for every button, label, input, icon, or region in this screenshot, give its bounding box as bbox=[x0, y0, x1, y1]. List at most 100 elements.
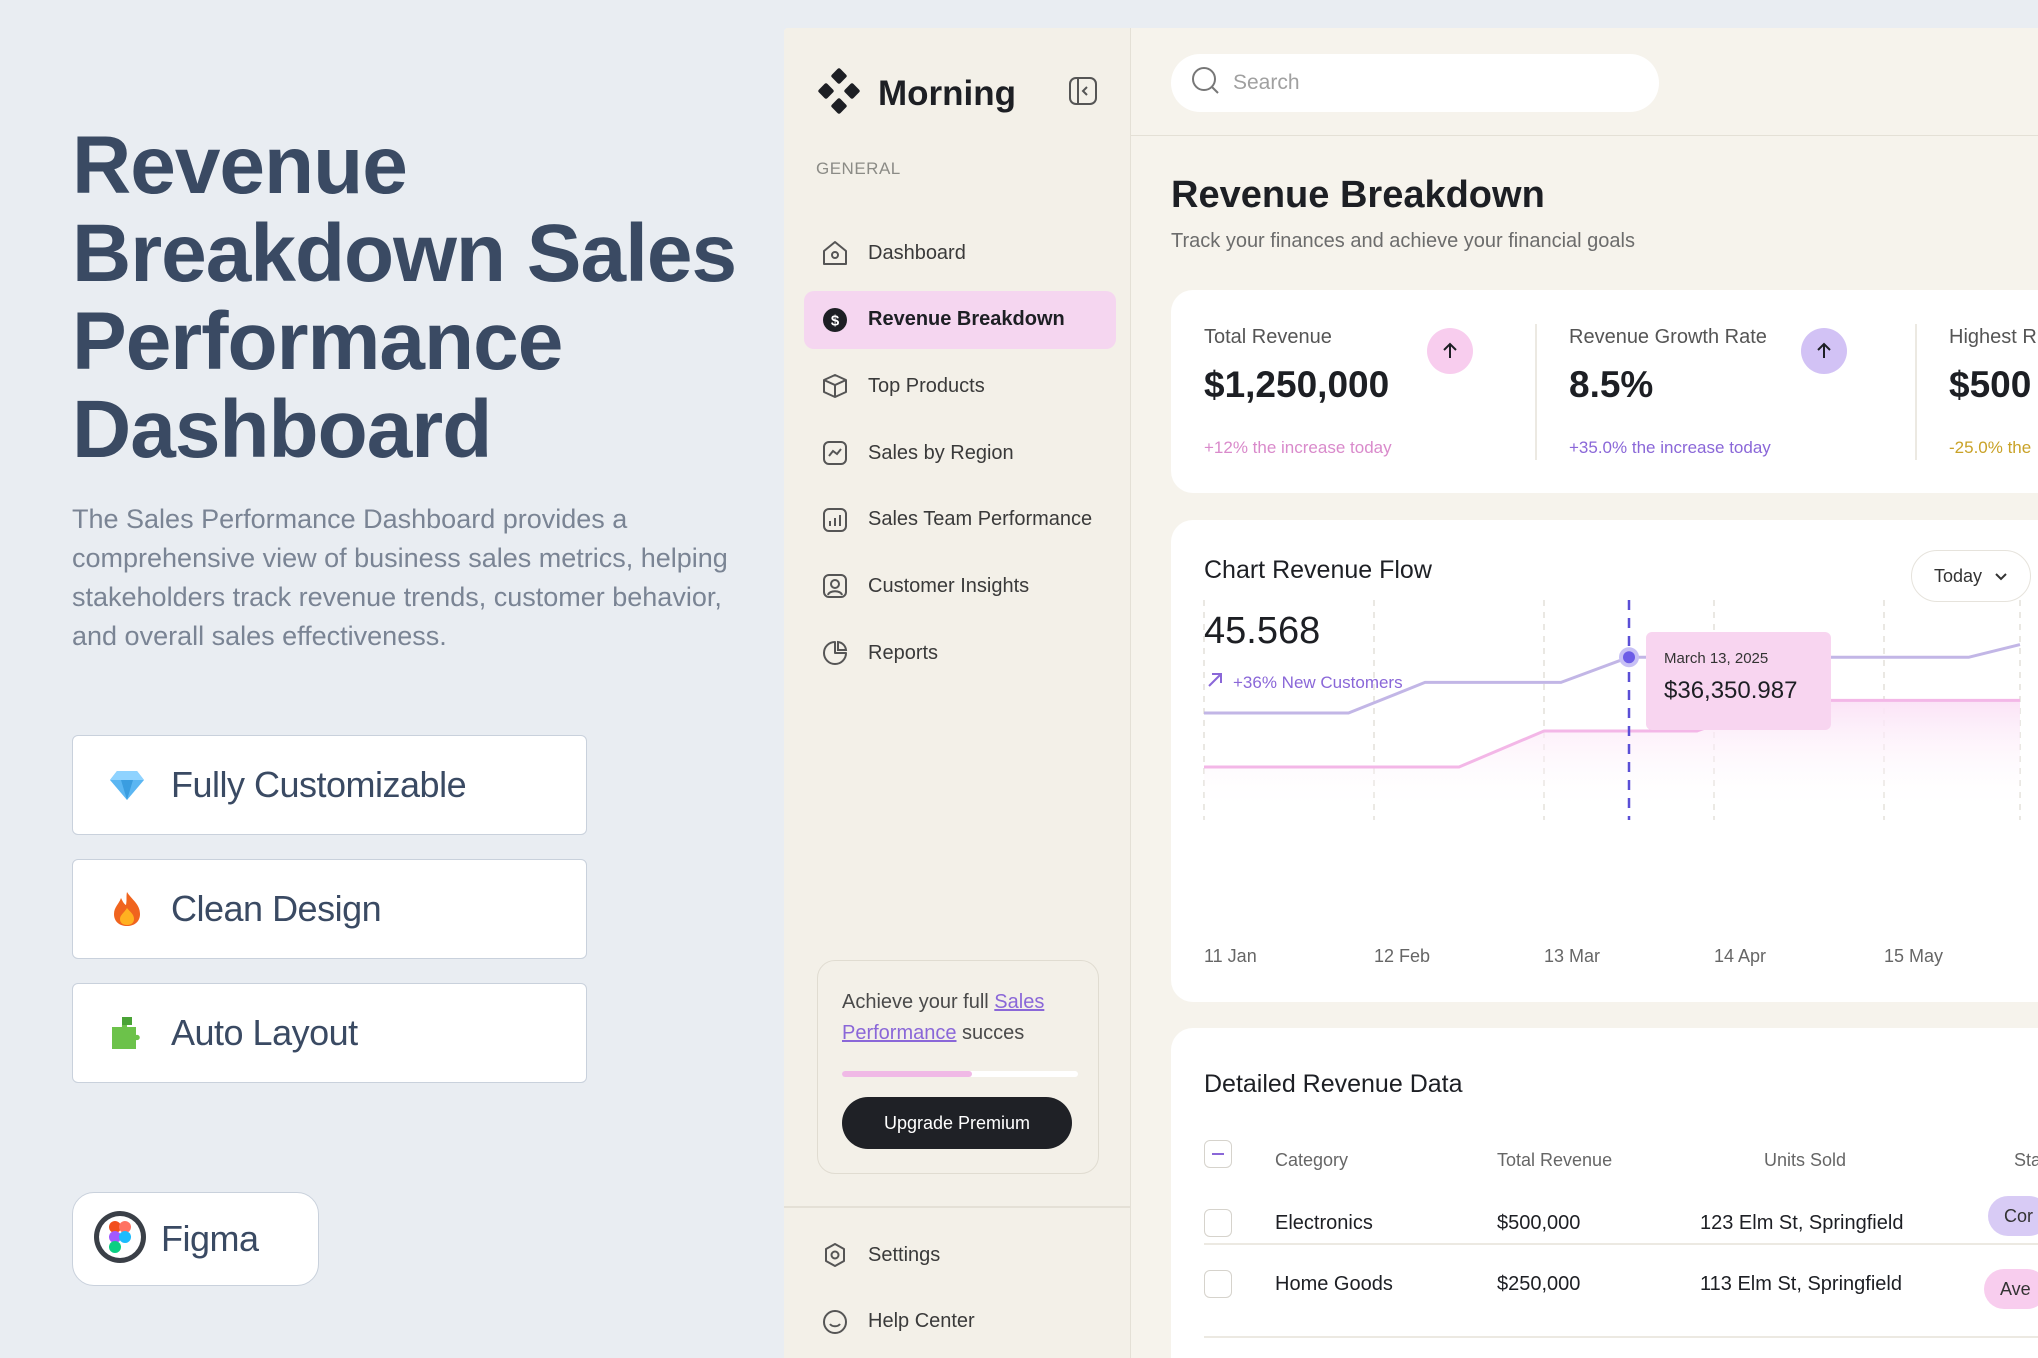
brand-name: Morning bbox=[878, 73, 1017, 113]
arrow-up-icon[interactable] bbox=[1427, 328, 1473, 374]
promo-progress-bar bbox=[842, 1071, 1078, 1077]
search-icon bbox=[1191, 66, 1221, 101]
brand[interactable]: Morning bbox=[816, 68, 1016, 119]
revenue-flow-chart[interactable]: 11 Jan 12 Feb 13 Mar 14 Apr 15 May bbox=[1171, 520, 2038, 1002]
sidebar-item-sales-by-region[interactable]: Sales by Region bbox=[804, 424, 1116, 482]
row-checkbox[interactable] bbox=[1204, 1209, 1232, 1237]
dollar-icon: $ bbox=[820, 305, 850, 335]
cell-units: 123 Elm St, Springfield bbox=[1700, 1212, 1904, 1234]
stat-divider bbox=[1915, 324, 1917, 460]
svg-text:$: $ bbox=[831, 312, 840, 329]
stat-note: -25.0% the bbox=[1949, 438, 2032, 457]
period-dropdown[interactable]: Today bbox=[1911, 550, 2031, 602]
bar-chart-icon bbox=[820, 505, 850, 535]
feature-card-auto-layout: Auto Layout bbox=[72, 983, 587, 1083]
stat-divider bbox=[1535, 324, 1537, 460]
tooltip-date: March 13, 2025 bbox=[1664, 650, 1769, 667]
sidebar-nav: Dashboard $ Revenue Breakdown Top Produc… bbox=[804, 224, 1116, 691]
status-badge: Ave bbox=[1984, 1269, 2038, 1309]
sidebar-item-label: Reports bbox=[868, 641, 939, 664]
sidebar-bottom-nav: Settings Help Center bbox=[804, 1226, 1116, 1358]
page-title: Revenue Breakdown bbox=[1171, 174, 1545, 216]
x-tick-label: 12 Feb bbox=[1374, 946, 1430, 966]
period-dropdown-label: Today bbox=[1933, 565, 1983, 586]
user-icon bbox=[820, 571, 850, 601]
page-subtitle: Track your finances and achieve your fin… bbox=[1171, 230, 1635, 252]
sidebar-item-dashboard[interactable]: Dashboard bbox=[804, 224, 1116, 282]
section-label-general: GENERAL bbox=[816, 159, 901, 178]
sidebar-item-label: Customer Insights bbox=[868, 574, 1030, 597]
column-header-status[interactable]: Sta bbox=[2014, 1150, 2038, 1170]
feature-label: Fully Customizable bbox=[171, 764, 467, 805]
sidebar: Morning GENERAL Dashboard $ Revenue Brea… bbox=[784, 28, 1131, 1358]
x-tick-label: 13 Mar bbox=[1544, 946, 1600, 966]
sidebar-item-customer-insights[interactable]: Customer Insights bbox=[804, 557, 1116, 615]
table-card: Detailed Revenue Data bbox=[1171, 1028, 2038, 1358]
sidebar-item-top-products[interactable]: Top Products bbox=[804, 357, 1116, 415]
trend-icon bbox=[820, 438, 850, 468]
feature-card-customizable: Fully Customizable bbox=[72, 735, 587, 835]
help-icon bbox=[820, 1307, 850, 1337]
stat-value: $500 bbox=[1949, 364, 2032, 405]
chevron-down-icon bbox=[1994, 566, 2008, 587]
sidebar-item-label: Help Center bbox=[868, 1310, 975, 1333]
search-box[interactable] bbox=[1171, 54, 1659, 112]
arrow-up-icon[interactable] bbox=[1801, 328, 1847, 374]
sidebar-item-sales-team-performance[interactable]: Sales Team Performance bbox=[804, 491, 1116, 549]
upgrade-promo-card: Achieve your full Sales Performance succ… bbox=[817, 960, 1099, 1174]
cell-category: Electronics bbox=[1275, 1212, 1373, 1234]
chart-change-label: +36% New Customers bbox=[1233, 672, 1403, 692]
column-header-total-revenue[interactable]: Total Revenue bbox=[1497, 1150, 1613, 1170]
stat-value: $1,250,000 bbox=[1204, 364, 1390, 405]
promo-link[interactable]: Sales Performance bbox=[842, 991, 1045, 1044]
box-icon bbox=[820, 371, 850, 401]
topbar bbox=[1131, 28, 2038, 136]
promo-text-end: succes bbox=[956, 1022, 1025, 1044]
stat-note: +12% the increase today bbox=[1204, 438, 1392, 457]
upgrade-premium-button[interactable]: Upgrade Premium bbox=[842, 1097, 1072, 1149]
arrow-up-right-icon bbox=[1207, 672, 1223, 693]
feature-card-clean-design: Clean Design bbox=[72, 859, 587, 959]
sidebar-item-label: Sales Team Performance bbox=[868, 508, 1093, 531]
sidebar-item-help-center[interactable]: Help Center bbox=[804, 1293, 1116, 1351]
cell-revenue: $500,000 bbox=[1497, 1212, 1581, 1234]
sidebar-item-label: Settings bbox=[868, 1243, 941, 1266]
column-header-units-sold[interactable]: Units Sold bbox=[1764, 1150, 1847, 1170]
chart-value: 45.568 bbox=[1204, 610, 1321, 652]
hero-description: The Sales Performance Dashboard provides… bbox=[72, 504, 728, 651]
promo-text: Achieve your full Sales Performance succ… bbox=[842, 987, 1074, 1049]
sidebar-item-label: Dashboard bbox=[868, 241, 966, 264]
sidebar-item-label: Sales by Region bbox=[868, 441, 1014, 464]
stat-label: Revenue Growth Rate bbox=[1569, 326, 1767, 348]
sidebar-item-settings[interactable]: Settings bbox=[804, 1226, 1116, 1284]
search-input[interactable] bbox=[1233, 71, 1633, 95]
stat-label: Highest R bbox=[1949, 326, 2037, 348]
chart-title: Chart Revenue Flow bbox=[1204, 556, 1432, 584]
tooltip-value: $36,350.987 bbox=[1664, 677, 1798, 704]
series-area bbox=[1204, 700, 2020, 812]
stats-card: Total Revenue $1,250,000 +12% the increa… bbox=[1171, 290, 2038, 493]
x-tick-label: 15 May bbox=[1884, 946, 1943, 966]
puzzle-icon bbox=[107, 1013, 147, 1053]
select-all-checkbox[interactable] bbox=[1204, 1140, 1232, 1168]
promo-progress-fill bbox=[842, 1071, 972, 1077]
highlight-point bbox=[1619, 647, 1639, 668]
column-header-category[interactable]: Category bbox=[1275, 1150, 1349, 1170]
sidebar-item-revenue-breakdown[interactable]: $ Revenue Breakdown bbox=[804, 290, 1116, 349]
hero-section: Revenue Breakdown Sales Performance Dash… bbox=[72, 122, 752, 656]
feature-label: Auto Layout bbox=[171, 1012, 358, 1053]
x-tick-label: 11 Jan bbox=[1204, 946, 1257, 966]
stat-label: Total Revenue bbox=[1204, 326, 1332, 348]
cell-category: Home Goods bbox=[1275, 1273, 1393, 1295]
sidebar-item-reports[interactable]: Reports bbox=[804, 624, 1116, 682]
sidebar-item-label: Top Products bbox=[868, 374, 985, 397]
app-window: Morning GENERAL Dashboard $ Revenue Brea… bbox=[784, 28, 2038, 1358]
feature-label: Clean Design bbox=[171, 888, 382, 929]
row-divider bbox=[1204, 1243, 2038, 1245]
row-checkbox[interactable] bbox=[1204, 1270, 1232, 1298]
status-badge: Cor bbox=[1988, 1196, 2038, 1236]
sidebar-divider bbox=[784, 1206, 1131, 1208]
cell-revenue: $250,000 bbox=[1497, 1273, 1581, 1295]
sidebar-collapse-icon[interactable] bbox=[1068, 76, 1098, 106]
pie-icon bbox=[820, 638, 850, 668]
